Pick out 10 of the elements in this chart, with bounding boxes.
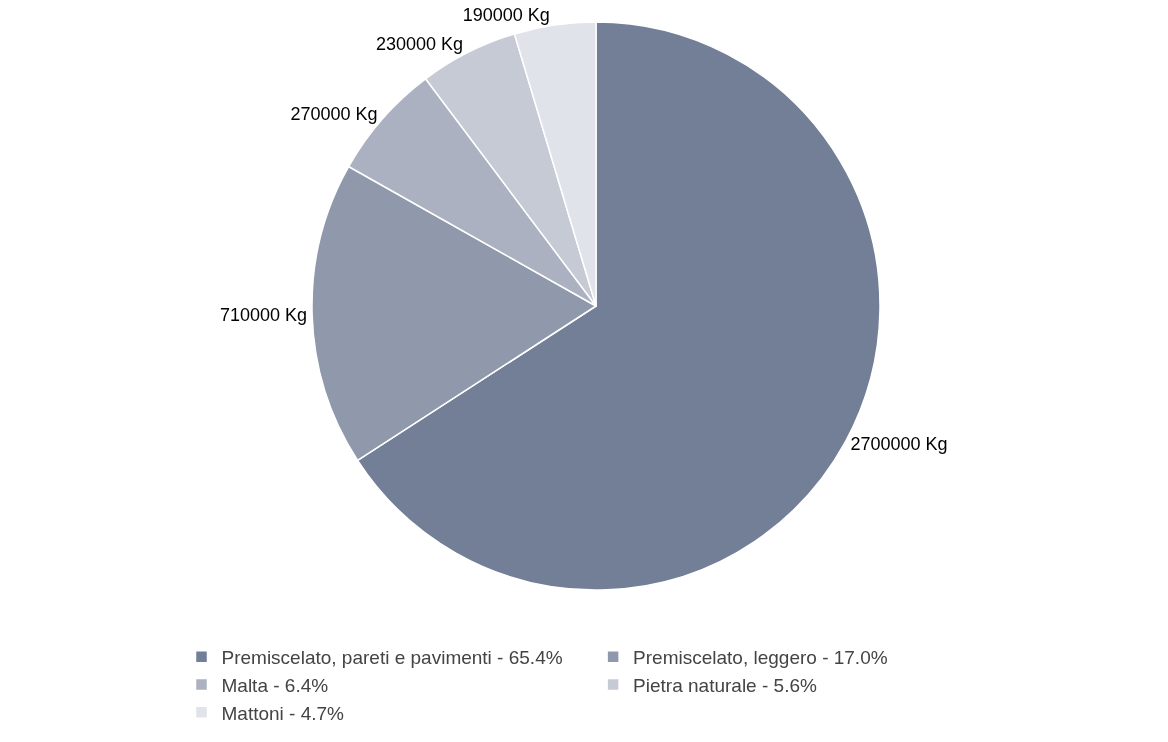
legend-label: Premiscelato, leggero - 17.0% [633, 647, 888, 669]
data-label: 270000 Kg [290, 104, 378, 125]
data-label: 2700000 Kg [850, 433, 948, 454]
data-label: 230000 Kg [375, 34, 464, 55]
legend-label: Mattoni - 4.7% [221, 702, 345, 724]
legend-label: Malta - 6.4% [221, 674, 329, 696]
legend-label: Pietra naturale - 5.6% [633, 674, 817, 696]
data-label: 190000 Kg [462, 5, 550, 26]
legend-label: Premiscelato, pareti e pavimenti - 65.4% [221, 647, 563, 669]
data-label: 710000 Kg [220, 304, 308, 325]
